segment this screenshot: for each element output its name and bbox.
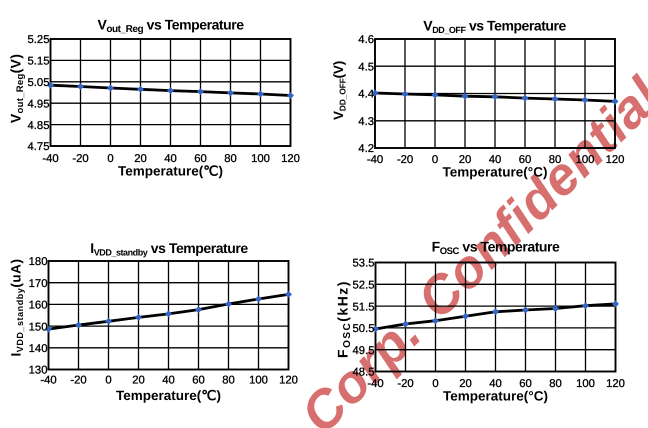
svg-text:-20: -20 — [397, 154, 413, 166]
svg-text:51.5: 51.5 — [353, 301, 375, 313]
svg-text:20: 20 — [459, 378, 472, 390]
svg-text:-40: -40 — [42, 153, 58, 165]
svg-text:VDD_OFF​ vs Temperature: VDD_OFF​ vs Temperature — [423, 18, 566, 36]
svg-text:4.75: 4.75 — [28, 141, 50, 153]
svg-text:5.05: 5.05 — [28, 77, 50, 89]
svg-text:20: 20 — [132, 375, 145, 387]
svg-text:20: 20 — [134, 153, 147, 165]
svg-text:FOSC​ vs Temperature: FOSC​ vs Temperature — [432, 239, 560, 258]
svg-text:4.85: 4.85 — [28, 120, 50, 132]
svg-text:-20: -20 — [72, 153, 88, 165]
svg-text:-40: -40 — [40, 375, 56, 387]
svg-text:52.5: 52.5 — [353, 280, 375, 292]
svg-text:Vout_Reg​ vs Temperature: Vout_Reg​ vs Temperature — [97, 17, 244, 36]
svg-text:120: 120 — [606, 378, 625, 390]
svg-text:Temperature(℃): Temperature(℃) — [118, 164, 223, 179]
svg-text:100: 100 — [576, 154, 595, 166]
svg-text:4.4: 4.4 — [358, 89, 374, 101]
svg-text:Temperature(℃): Temperature(℃) — [116, 388, 221, 403]
svg-text:4.6: 4.6 — [358, 34, 374, 46]
svg-text:IVDD_standby​ vs Temperature: IVDD_standby​ vs Temperature — [90, 240, 248, 258]
svg-text:0: 0 — [432, 154, 438, 166]
svg-text:130: 130 — [29, 365, 48, 377]
svg-text:120: 120 — [606, 154, 625, 166]
svg-text:80: 80 — [222, 375, 235, 387]
svg-text:IVDD_standby​(uA): IVDD_standby​(uA) — [9, 258, 26, 356]
svg-text:150: 150 — [29, 321, 48, 333]
svg-text:0: 0 — [432, 378, 438, 390]
svg-text:-20: -20 — [397, 378, 413, 390]
svg-text:100: 100 — [249, 375, 268, 387]
svg-text:48.5: 48.5 — [353, 367, 375, 379]
svg-text:120: 120 — [279, 375, 298, 387]
svg-text:40: 40 — [489, 154, 502, 166]
svg-text:Temperature(°C): Temperature(°C) — [443, 165, 548, 180]
svg-text:140: 140 — [29, 343, 48, 355]
svg-text:Vout_Reg​(V): Vout_Reg​(V) — [8, 54, 27, 123]
svg-text:160: 160 — [29, 300, 48, 312]
svg-text:4.3: 4.3 — [358, 116, 374, 128]
svg-text:FOSC​(kHz): FOSC​(kHz) — [335, 280, 354, 358]
svg-text:40: 40 — [164, 153, 177, 165]
svg-text:50.5: 50.5 — [353, 323, 375, 335]
svg-text:170: 170 — [29, 278, 48, 290]
svg-text:100: 100 — [576, 378, 595, 390]
svg-text:4.5: 4.5 — [358, 62, 374, 74]
svg-text:60: 60 — [519, 378, 532, 390]
svg-text:4.95: 4.95 — [28, 98, 50, 110]
svg-text:180: 180 — [29, 256, 48, 268]
svg-text:40: 40 — [162, 375, 175, 387]
svg-text:Temperature(°C): Temperature(°C) — [443, 389, 548, 404]
svg-text:VDD_OFF​(V): VDD_OFF​(V) — [331, 61, 348, 120]
svg-text:80: 80 — [549, 378, 562, 390]
svg-text:80: 80 — [224, 153, 237, 165]
svg-text:0: 0 — [105, 375, 111, 387]
svg-text:60: 60 — [192, 375, 205, 387]
svg-text:5.15: 5.15 — [28, 56, 50, 68]
svg-text:20: 20 — [459, 154, 472, 166]
svg-text:0: 0 — [107, 153, 113, 165]
svg-text:100: 100 — [251, 153, 270, 165]
svg-text:60: 60 — [519, 154, 532, 166]
svg-text:4.2: 4.2 — [358, 143, 374, 155]
svg-text:5.25: 5.25 — [28, 34, 50, 46]
svg-text:53.5: 53.5 — [353, 258, 375, 270]
svg-text:-40: -40 — [367, 378, 383, 390]
svg-text:120: 120 — [281, 153, 300, 165]
svg-text:60: 60 — [194, 153, 207, 165]
svg-text:80: 80 — [549, 154, 562, 166]
svg-text:-20: -20 — [70, 375, 86, 387]
svg-text:49.5: 49.5 — [353, 345, 375, 357]
svg-text:-40: -40 — [367, 154, 383, 166]
svg-text:40: 40 — [489, 378, 502, 390]
